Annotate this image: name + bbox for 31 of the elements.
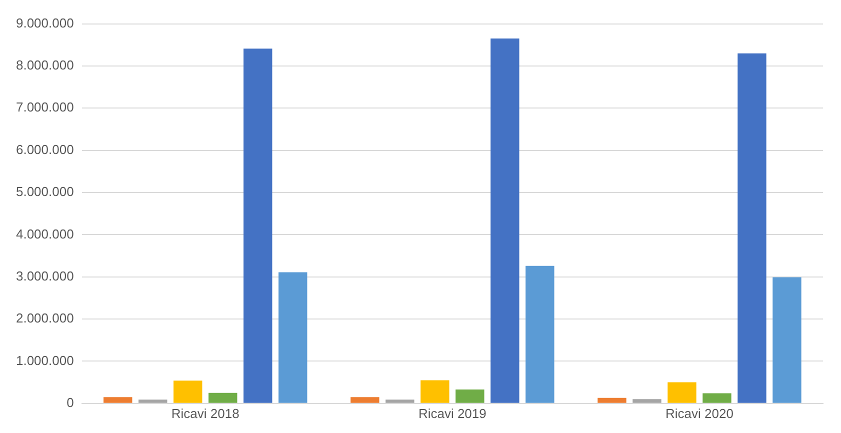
bar [278,272,308,403]
bar [702,393,732,403]
y-tick-label: 2.000.000 [16,310,74,326]
bar [668,382,696,403]
y-tick-label: 1.000.000 [16,352,74,368]
bar [420,380,450,403]
x-tick-label: Ricavi 2018 [171,406,240,421]
bar [738,53,766,403]
bar [598,398,626,403]
bar [772,277,802,403]
y-tick-label: 9.000.000 [16,15,74,30]
y-tick-label: 7.000.000 [16,100,74,115]
bar [490,38,520,403]
y-tick-label: 5.000.000 [16,184,74,200]
y-tick-label: 8.000.000 [16,58,74,73]
bar [350,397,380,403]
x-tick-label: Ricavi 2019 [418,406,486,421]
y-tick-label: 6.000.000 [16,142,74,157]
bar [456,389,484,403]
bar [632,399,662,403]
y-tick-label: 3.000.000 [16,268,74,284]
y-tick-label: 4.000.000 [16,226,74,242]
bar [386,400,414,403]
bar [526,266,554,403]
bar [244,48,272,403]
bar [138,400,168,403]
bar [104,397,132,403]
x-tick-label: Ricavi 2020 [666,406,734,421]
bar [208,392,238,403]
bar [174,380,202,403]
y-tick-label: 0 [66,394,74,410]
